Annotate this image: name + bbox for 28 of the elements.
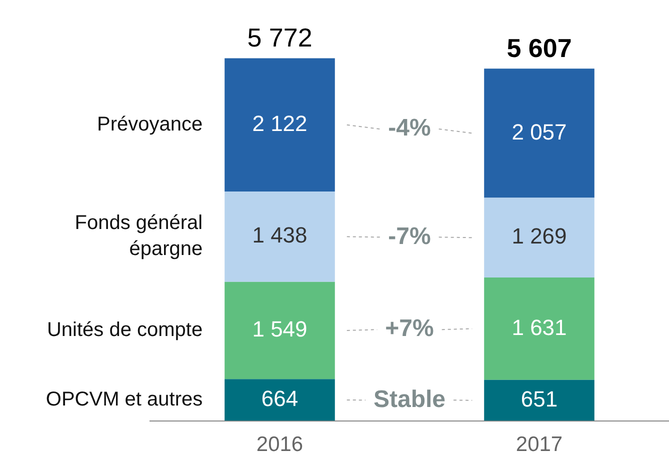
series-label: Fonds général épargne xyxy=(74,212,203,260)
bar xyxy=(484,68,594,198)
bar xyxy=(484,198,594,278)
series-label: OPCVM et autres xyxy=(46,388,203,410)
bar xyxy=(224,192,335,282)
total-label: 5 772 xyxy=(247,22,312,52)
data-label: 664 xyxy=(261,386,298,412)
total-label: 5 607 xyxy=(506,32,572,63)
bar xyxy=(484,277,594,380)
data-label: 1 438 xyxy=(252,222,308,248)
x-tick-label: 2016 xyxy=(256,433,304,456)
bar xyxy=(224,379,335,421)
bar xyxy=(224,58,335,192)
data-label: 2 122 xyxy=(252,110,308,136)
data-label: 1 269 xyxy=(512,224,567,249)
series-label: Prévoyance xyxy=(96,113,203,136)
series-label: Unités de compte xyxy=(46,318,203,341)
data-label: 651 xyxy=(520,386,558,412)
x-tick-label: 2017 xyxy=(516,433,563,456)
data-label: 1 549 xyxy=(252,316,308,342)
data-label: 1 631 xyxy=(512,314,567,340)
annotation: -4% xyxy=(388,114,431,142)
annotation: +7% xyxy=(385,315,434,342)
annotation: -7% xyxy=(388,222,431,250)
bar xyxy=(224,282,335,380)
data-label: 2 057 xyxy=(512,119,567,144)
bar xyxy=(484,380,594,421)
annotation: Stable xyxy=(373,386,446,413)
